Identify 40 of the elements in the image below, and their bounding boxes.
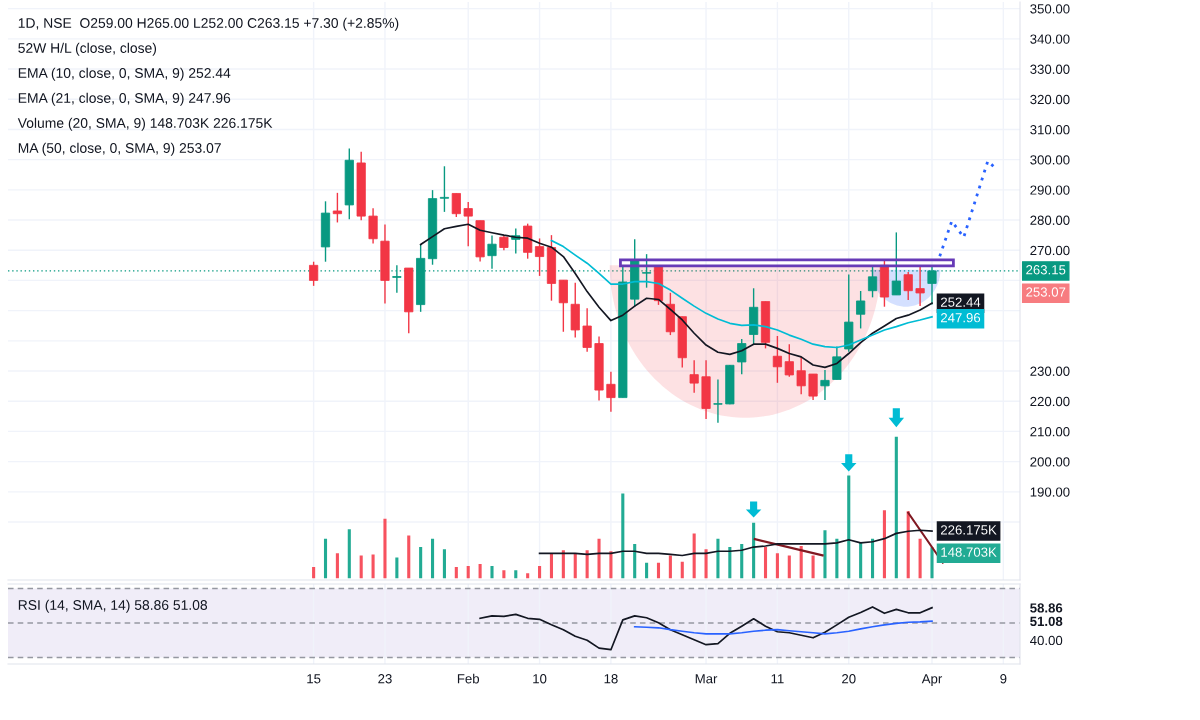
x-tick-label: 9: [1000, 674, 1007, 684]
y-tick-label: 51.08: [1030, 616, 1063, 627]
text: RSI (14, SMA, 14) 58.86 51.08: [18, 599, 208, 613]
x-tick-label: 23: [378, 674, 392, 684]
y-tick-label: 300.00: [1030, 155, 1070, 165]
y-tick-label: 290.00: [1030, 185, 1070, 195]
y-tick-label: 58.86: [1030, 603, 1063, 613]
y-tick-label: 270.00: [1030, 245, 1070, 256]
y-tick-label: 320.00: [1030, 94, 1070, 105]
y-tick-label: 220.00: [1030, 396, 1070, 407]
x-tick-label: 20: [842, 674, 856, 684]
annotation: MA (50, close, 0, SMA, 9) 253.07: [18, 142, 221, 156]
y-tick-label: 310.00: [1030, 125, 1070, 135]
y-tick-label: 40.00: [1030, 635, 1063, 646]
data-label: 252.44: [941, 297, 981, 307]
y-tick-label: 190.00: [1030, 487, 1070, 497]
y-tick-label: 350.00: [1030, 4, 1070, 14]
annotation: 148.703K: [941, 547, 997, 557]
y-tick-label: 210.00: [1030, 426, 1070, 437]
data-label: 247.96: [941, 313, 981, 323]
annotation: EMA (10, close, 0, SMA, 9) 252.44: [18, 67, 231, 81]
x-tick-label: 18: [604, 674, 618, 684]
y-tick-label: 340.00: [1030, 34, 1070, 44]
x-tick-label: 11: [771, 674, 784, 684]
data-label: 226.175K: [941, 525, 997, 535]
text: 1D, NSE O259.00 H265.00 L252.00 C263.15 +7.30 (+2.85%): [18, 17, 399, 31]
annotation: EMA (21, close, 0, SMA, 9) 247.96: [18, 92, 231, 106]
annotation: 52W H/L (close, close): [18, 42, 157, 56]
y-tick-label: 200.00: [1030, 457, 1070, 467]
x-tick-label: Apr: [921, 674, 943, 687]
ref-line-label: 263.15: [1026, 265, 1066, 275]
y-tick-label: 230.00: [1030, 366, 1070, 376]
text: 253.07: [1026, 287, 1066, 297]
x-tick-label: Mar: [695, 674, 718, 684]
x-tick-label: 10: [533, 674, 547, 684]
y-tick-label: 280.00: [1030, 215, 1070, 225]
x-tick-label: Feb: [457, 673, 480, 684]
x-tick-label: 15: [307, 674, 321, 684]
annotation: Volume (20, SMA, 9) 148.703K 226.175K: [17, 117, 273, 131]
y-tick-label: 330.00: [1030, 64, 1070, 74]
